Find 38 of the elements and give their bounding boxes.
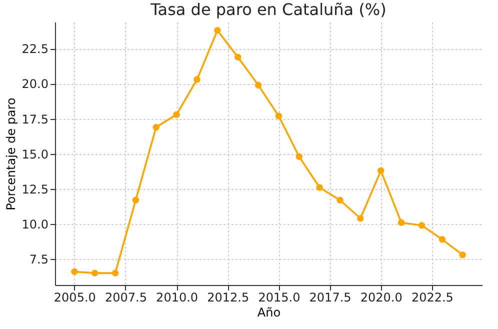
x-tick-label: 2015.0 xyxy=(258,290,300,304)
point xyxy=(71,268,78,276)
point xyxy=(357,215,364,222)
point xyxy=(112,270,119,276)
y-axis-title: Porcentaje de paro xyxy=(4,98,18,210)
x-tick-label: 2022.5 xyxy=(411,290,454,304)
x-tick-label: 2012.5 xyxy=(207,290,250,304)
point xyxy=(336,196,344,204)
y-tick-label: 10.0 xyxy=(22,217,48,232)
y-tick-label: 20.0 xyxy=(22,77,48,92)
x-tick-label: 2007.5 xyxy=(104,290,147,304)
point xyxy=(173,111,180,118)
y-tick-label: 7.5 xyxy=(29,252,48,267)
y-tick-label: 12.5 xyxy=(22,182,48,196)
x-tick-label: 2017.5 xyxy=(309,290,352,304)
y-tick-label: 22.5 xyxy=(22,42,48,56)
point xyxy=(459,251,466,258)
point xyxy=(418,222,426,229)
point xyxy=(398,219,405,226)
chart-title: Tasa de paro en Cataluña (%) xyxy=(150,0,386,19)
x-tick-label: 2005.0 xyxy=(54,290,96,304)
x-axis-title: Año xyxy=(257,306,281,320)
point xyxy=(438,236,446,243)
x-tick-label: 2020.0 xyxy=(360,290,402,304)
point xyxy=(254,82,262,88)
point xyxy=(275,112,282,120)
point xyxy=(91,270,98,276)
point xyxy=(234,54,242,60)
point xyxy=(296,153,302,160)
point xyxy=(132,196,140,204)
y-tick-label: 17.5 xyxy=(22,112,48,126)
point xyxy=(194,76,200,83)
x-tick-label: 2010.0 xyxy=(156,290,198,304)
point xyxy=(152,124,160,131)
point xyxy=(378,167,384,174)
y-tick-label: 15.0 xyxy=(22,147,48,162)
point xyxy=(214,27,221,34)
point xyxy=(316,184,323,191)
